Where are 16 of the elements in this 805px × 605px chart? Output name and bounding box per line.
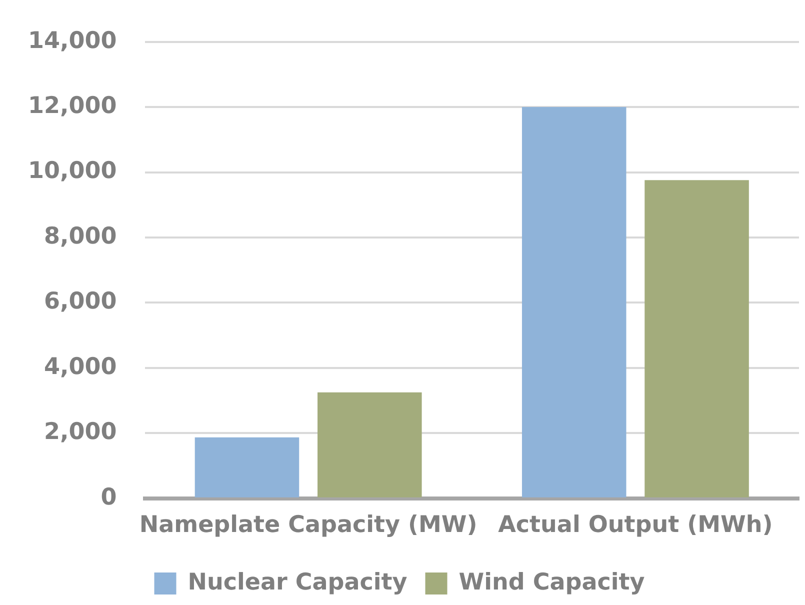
x-tick-label: Nameplate Capacity (MW) xyxy=(139,512,478,538)
y-tick-label: 6,000 xyxy=(44,288,117,315)
bar xyxy=(194,437,300,498)
y-tick-label: 2,000 xyxy=(44,419,117,446)
legend-label: Nuclear Capacity xyxy=(188,569,408,596)
x-tick-label: Actual Output (MWh) xyxy=(498,512,773,538)
legend-label: Wind Capacity xyxy=(458,569,645,596)
y-tick-label: 0 xyxy=(100,484,117,510)
bar xyxy=(522,107,626,498)
bar xyxy=(644,180,749,498)
bar xyxy=(318,392,422,498)
y-tick-label: 14,000 xyxy=(28,28,117,54)
y-tick-label: 4,000 xyxy=(44,354,117,380)
y-tick-label: 8,000 xyxy=(44,223,117,250)
y-tick-label: 10,000 xyxy=(28,158,117,184)
y-tick-label: 12,000 xyxy=(28,92,117,119)
